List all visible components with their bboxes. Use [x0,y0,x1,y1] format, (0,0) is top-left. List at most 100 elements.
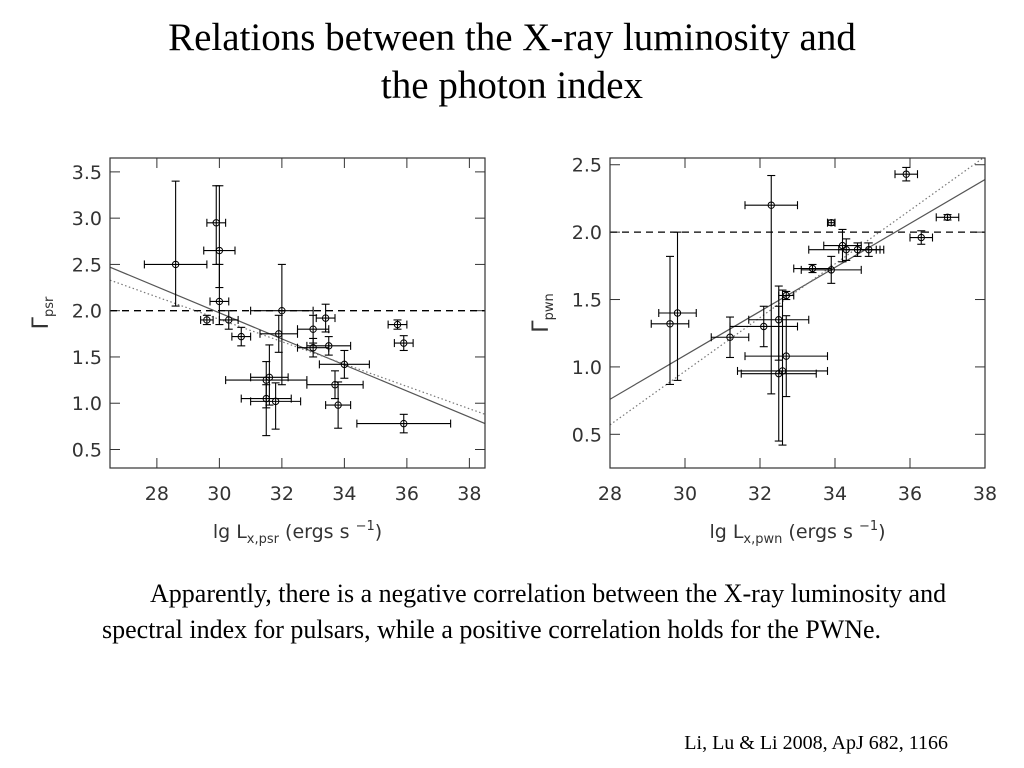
psr-x-tick-label: 32 [270,483,294,505]
psr-data-point [143,180,208,307]
psr-x-tick-label: 38 [457,483,481,505]
pwn-y-tick-label: 1.0 [572,357,602,379]
pwn-marker [666,320,674,328]
pwn-x-axis-label: lg Lx,pwn (ergs s −1) [709,519,885,547]
psr-data-point [356,413,452,434]
pwn-x-tick-label: 28 [598,483,622,505]
psr-data-point [259,314,299,353]
psr-x-tick-label: 34 [332,483,356,505]
psr-data-point [325,381,352,429]
pwn-marker [838,241,847,250]
psr-marker [400,419,408,428]
pwn-x-tick-label: 38 [973,483,997,505]
psr-marker [325,342,333,350]
pwn-marker [902,170,910,178]
pwn-chart-svg: 28 30 32 34 36 38 0.5 1.0 1.5 2.0 2.5 lg Lx,pwn (er… [529,155,997,547]
pwn-data-point [856,242,881,257]
psr-data-point [206,185,227,265]
psr-plot-area [110,180,485,437]
pwn-data-point [744,315,829,398]
pwn-data-point [823,228,862,263]
pwn-marker [767,201,775,209]
psr-x-tick-label: 28 [145,483,169,505]
pwn-data-point [826,218,836,227]
psr-data-point [250,382,302,430]
psr-data-point [387,319,408,330]
pulsar-luminosity-index-chart: 28 30 32 34 36 38 0.5 1.0 1.5 2.0 2.5 3.0 3.5 lg Lx,p… [10,148,500,548]
psr-marker [271,397,280,406]
pulsar-chart-svg: 28 30 32 34 36 38 0.5 1.0 1.5 2.0 2.5 3.0 3.5 lg Lx,p… [29,157,486,547]
pwn-y-tick-label: 0.5 [572,424,602,446]
pwn-marker [673,309,682,317]
psr-y-tick-label: 3.5 [72,162,102,184]
pwn-luminosity-index-chart: 28 30 32 34 36 38 0.5 1.0 1.5 2.0 2.5 lg Lx,pwn (er… [510,148,1000,548]
psr-marker [393,320,402,329]
pwn-data-point [650,255,690,385]
pwn-x-tick-label: 36 [898,483,922,505]
pwn-marker [827,218,835,227]
psr-marker [334,401,342,409]
citation: Li, Lu & Li 2008, ApJ 682, 1166 [684,732,948,754]
psr-y-tick-label: 0.5 [72,439,102,461]
psr-marker [265,373,274,382]
psr-marker [171,260,180,269]
pwn-data-point [658,231,697,381]
pwn-data-point [935,213,960,222]
pwn-data-point [744,174,799,395]
psr-marker [225,316,233,324]
pwn-y-tick-label: 2.5 [572,155,602,177]
pwn-plot-area [610,158,985,446]
psr-data-point [218,310,239,330]
pwn-marker [943,213,952,222]
psr-y-tick-label: 1.5 [72,347,102,369]
pwn-x-tick-label: 32 [748,483,772,505]
psr-marker [400,339,408,347]
psr-data-point [209,263,230,326]
psr-data-point [296,337,330,358]
psr-x-axis-label: lg Lx,psr (ergs s −1) [213,519,382,547]
psr-data-point [250,263,314,386]
psr-data-point [240,384,292,437]
pwn-y-tick-label: 2.0 [572,222,602,244]
slide-title-line-2: the photon index [380,64,644,107]
pwn-data-point [894,166,919,182]
psr-x-tick-label: 30 [207,483,231,505]
psr-marker [321,314,330,322]
psr-data-point [318,349,370,379]
pwn-x-tick-label: 34 [823,483,847,505]
psr-data-point [200,314,214,326]
slide-caption: Apparently, there is a negative correlat… [102,579,947,644]
psr-y-tick-label: 3.0 [72,208,102,230]
pwn-fit-line-dotted [610,158,985,426]
pwn-marker [917,233,925,242]
pwn-marker [760,322,768,331]
psr-x-tick-label: 36 [395,483,419,505]
psr-data-point [231,326,252,347]
pwn-data-point [909,230,934,245]
psr-marker [215,297,224,306]
psr-marker [203,316,211,324]
psr-y-tick-label: 2.0 [72,301,102,323]
pwn-data-point [729,305,799,348]
pwn-y-axis-label: Γpwn [529,293,557,332]
psr-data-point [306,370,364,400]
pwn-marker [827,266,835,274]
pwn-x-tick-label: 30 [673,483,697,505]
psr-marker [309,325,317,333]
psr-y-axis-label: Γpsr [29,296,57,329]
psr-marker [340,360,349,369]
pwn-plot-frame [609,157,986,469]
pwn-y-tick-label: 1.5 [572,290,602,312]
psr-marker [309,344,317,352]
psr-marker [215,246,224,255]
psr-y-tick-label: 2.5 [72,254,102,276]
psr-marker [237,332,245,341]
psr-y-tick-label: 1.0 [72,393,102,415]
psr-data-point [393,335,414,352]
psr-data-point [306,336,352,356]
psr-data-point [315,303,336,333]
pwn-fit-line-solid [610,179,985,400]
slide-title: Relations between the X-ray luminosity a… [0,14,1024,110]
psr-plot-frame [109,157,486,469]
psr-data-point [250,344,289,406]
